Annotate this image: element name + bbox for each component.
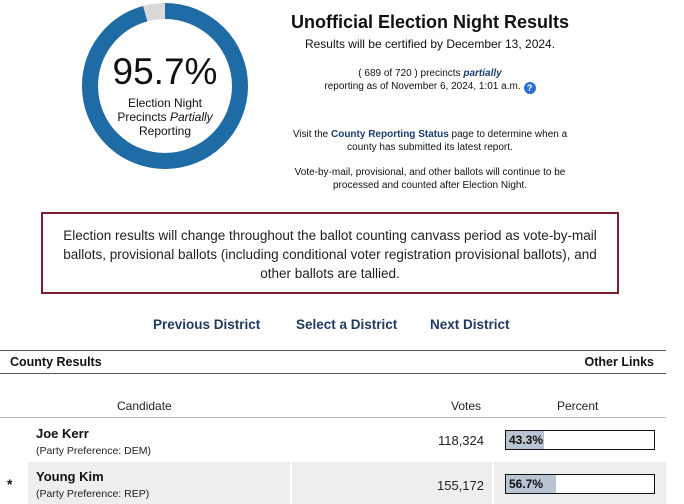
percent-text: 56.7% [509,477,544,491]
county-results-label[interactable]: County Results [10,355,102,369]
votes-column-header: Votes [451,399,482,413]
candidate-party: (Party Preference: REP) [36,488,150,500]
gauge-progress [82,3,248,169]
county-results-bar: County Results Other Links [0,350,666,374]
percent-bar: 56.7% [505,474,655,494]
row-highlight-votes [292,462,492,504]
visit-prefix: Visit the [292,129,331,140]
results-notice: Election results will change throughout … [41,212,619,294]
reporting-as-of: reporting as of November 6, 2024, 1:01 a… [260,80,600,94]
winner-mark: * [7,476,13,492]
vbm-line1: Vote-by-mail, provisional, and other bal… [294,167,566,178]
vbm-note: Vote-by-mail, provisional, and other bal… [260,166,600,192]
gauge-label-line2: Precincts Partially [81,110,249,124]
visit-line2: county has submitted its latest report. [347,142,513,153]
gauge-label-line2-a: Precincts [117,110,170,124]
percent-text: 43.3% [509,433,544,447]
other-links-label[interactable]: Other Links [584,355,654,369]
reporting-as-of-text: reporting as of November 6, 2024, 1:01 a… [324,81,521,92]
percent-bar: 43.3% [505,430,655,450]
percent-bar-fill [506,431,545,449]
page-title: Unofficial Election Night Results [290,12,570,32]
vbm-line2: processed and counted after Election Nig… [332,180,527,191]
previous-district-link[interactable]: Previous District [153,317,261,332]
candidate-party: (Party Preference: DEM) [36,445,151,457]
visit-suffix: page to determine when a [448,129,568,140]
precincts-count: ( 689 of 720 ) precincts partially [260,67,600,80]
candidate-votes: 155,172 [437,478,484,493]
candidate-votes: 118,324 [437,433,484,448]
gauge-label-line1: Election Night [127,96,203,110]
gauge-label-line3: Reporting [138,124,192,138]
next-district-link[interactable]: Next District [430,317,510,332]
gauge-label-line2-b: Partially [170,110,213,124]
precincts-prefix: ( 689 of 720 ) precincts [358,68,464,79]
row-highlight-candidate [28,462,290,504]
table-header-divider [0,417,666,418]
candidate-name: Young Kim [36,469,104,484]
percent-bar-fill [506,475,557,493]
precincts-partially: partially [463,68,502,79]
gauge-percent: 95.7% [112,51,218,92]
help-icon[interactable]: ? [523,82,536,94]
gauge-center: 95.7% Election Night Precincts Partially… [81,2,249,170]
percent-column-header: Percent [557,399,599,413]
county-reporting-status-link[interactable]: County Reporting Status [330,129,449,140]
candidate-column-header: Candidate [117,399,172,413]
candidate-name: Joe Kerr [36,426,89,441]
certified-note: Results will be certified by December 13… [304,37,556,51]
reporting-gauge [82,3,248,169]
visit-note: Visit the County Reporting Status page t… [260,128,600,154]
select-district-link[interactable]: Select a District [296,317,398,332]
